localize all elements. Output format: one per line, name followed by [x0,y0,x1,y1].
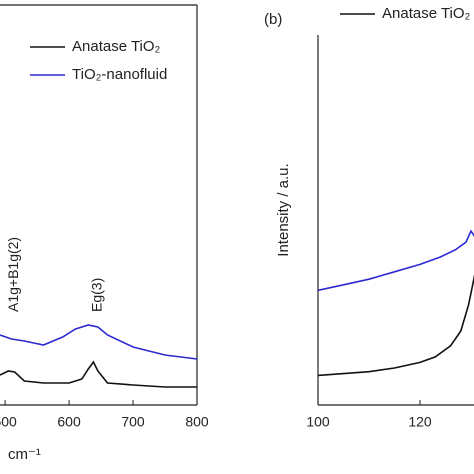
plot-area [0,324,197,388]
x-tick-label: 600 [57,414,81,430]
peak-annotation: A1g+B1g(2) [5,237,21,312]
x-tick-label: 500 [0,414,17,430]
panel-label: (b) [264,11,282,28]
x-tick-label: 120 [408,414,432,430]
x-tick-label: 100 [306,414,330,430]
x-axis-label: cm⁻¹ [8,446,41,463]
peak-annotation: Eg(3) [88,278,104,312]
legend-label: Anatase TiO₂ [72,38,161,55]
legend-label: Anatase TiO₂ [382,5,471,22]
legend-label: TiO₂-nanofluid [72,66,167,83]
series-line [318,229,474,292]
x-tick-label: 800 [185,414,209,430]
y-axis-label: Intensity / a.u. [275,163,292,256]
x-tick-label: 700 [121,414,145,430]
series-line [318,274,474,377]
series-line [0,360,197,388]
series-line [0,324,197,360]
plot-area [318,229,474,377]
